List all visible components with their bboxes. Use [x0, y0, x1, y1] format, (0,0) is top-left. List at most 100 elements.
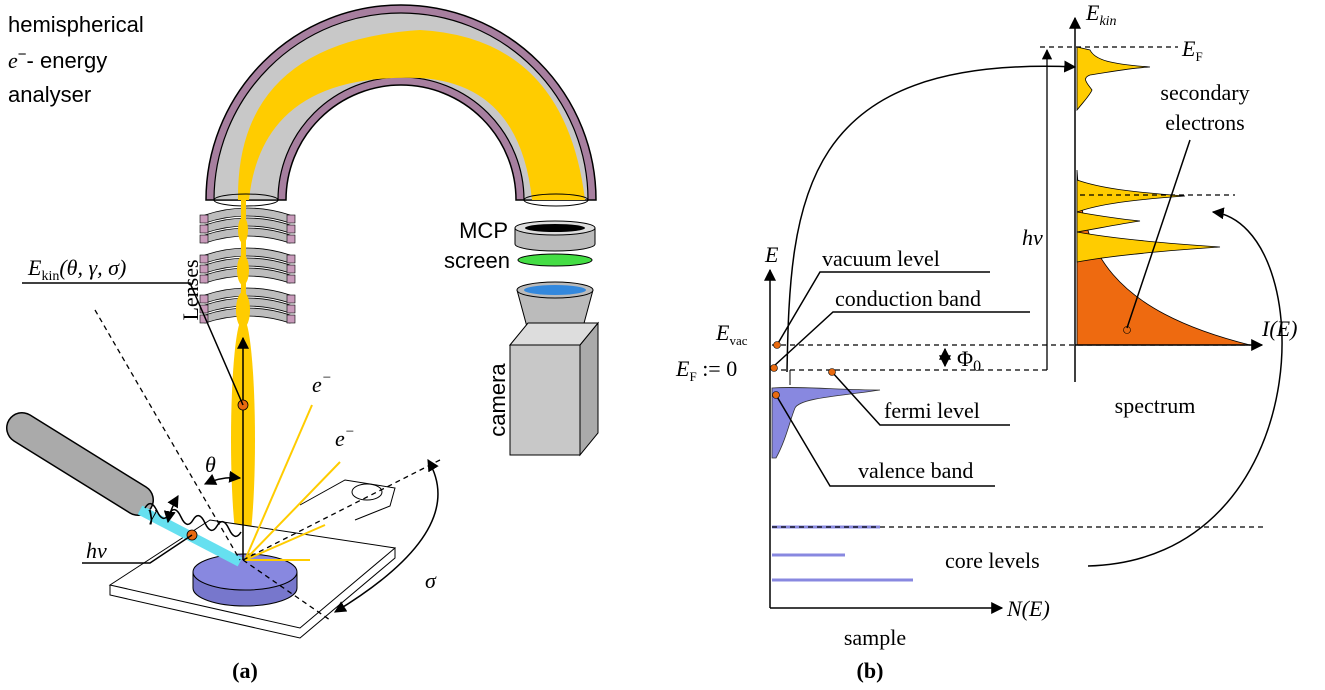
label-part: −	[345, 424, 355, 440]
panel-b: E vacuum level conduction band Evac EF :…	[675, 0, 1297, 683]
camera-body	[509, 344, 581, 456]
camera-top	[508, 322, 600, 346]
theta-arc	[203, 470, 242, 485]
label-part: E	[1085, 0, 1100, 25]
secondary-label: electrons	[1165, 110, 1244, 135]
lens-mount	[286, 254, 296, 264]
gamma-arc	[163, 494, 179, 524]
electron-ray	[244, 461, 341, 561]
lens-mount	[286, 264, 296, 274]
leader-line	[82, 534, 193, 564]
lens-mount	[286, 274, 296, 284]
valence-band-label: valence band	[858, 458, 973, 483]
camera-lens-glass	[524, 285, 586, 295]
label-part: (θ, γ, σ)	[59, 255, 126, 280]
electron-trajectory	[237, 30, 585, 200]
photon-label: hν	[1022, 225, 1043, 250]
analyser-label: analyser	[8, 82, 91, 107]
caption: (b)	[857, 658, 884, 683]
label-part: Φ	[957, 346, 973, 371]
point	[772, 391, 780, 399]
label-part: E	[675, 356, 690, 381]
label-part: 0	[973, 358, 981, 375]
sample-disk	[192, 553, 298, 591]
analyser-exit	[523, 193, 589, 207]
screen-label: screen	[444, 248, 510, 273]
label-part: e	[8, 48, 18, 73]
label-part: E	[1181, 36, 1196, 61]
caption: (a)	[232, 658, 258, 683]
camera-side	[579, 321, 599, 457]
lens-mount	[286, 314, 296, 324]
core-curve	[1087, 207, 1283, 567]
core-levels-label: core levels	[945, 548, 1040, 573]
mcp-hole	[525, 224, 585, 232]
conduction-band-label: conduction band	[835, 286, 981, 311]
lenses-label: Lenses	[178, 259, 203, 320]
label-part: e	[335, 426, 345, 451]
lens-mount	[286, 234, 296, 244]
secondary-label: secondary	[1160, 80, 1249, 105]
kinetic-axis-label: Ekin	[1085, 0, 1117, 29]
electron-ray	[244, 524, 326, 561]
kinetic-energy-label: Ekin(θ, γ, σ)	[27, 255, 126, 284]
fermi-top-label: EF	[1181, 36, 1203, 64]
upper-peaks	[1076, 46, 1151, 112]
sigma-label: σ	[425, 568, 437, 593]
leader-line	[1126, 139, 1191, 329]
lens-mount	[199, 294, 209, 304]
label-part: F	[689, 369, 696, 384]
stage-arm	[299, 479, 396, 521]
photon-wave	[144, 502, 242, 538]
label-part: vac	[729, 333, 747, 348]
label-part: kin	[41, 269, 59, 284]
panel-a: hemispherical e−- energy analyser MCP sc…	[6, 4, 600, 683]
vacuum-energy-label: Evac	[715, 320, 748, 348]
leader-line	[776, 271, 990, 346]
fermi-energy-label: EF := 0	[675, 356, 737, 384]
analyser-label: e−- energy	[8, 46, 107, 73]
label-part: kin	[1099, 14, 1116, 29]
point	[828, 368, 836, 376]
leader-line	[22, 282, 244, 406]
lens-mount	[286, 294, 296, 304]
lens-mount	[199, 304, 209, 314]
label-part: E	[715, 320, 730, 345]
label-part: −	[18, 46, 27, 63]
sigma-arc	[333, 458, 439, 613]
label-part: −	[322, 370, 332, 386]
camera-label: camera	[485, 363, 510, 437]
lens-focus	[238, 217, 248, 243]
point	[773, 341, 781, 349]
photon-label: hν	[86, 538, 107, 563]
lens-mount	[199, 214, 209, 224]
label-part: := 0	[697, 356, 738, 381]
vacuum-level-label: vacuum level	[822, 246, 940, 271]
analyser-label: hemispherical	[8, 12, 144, 37]
leader-line	[831, 371, 1010, 426]
lens-mount	[199, 264, 209, 274]
valence-band	[771, 387, 881, 459]
lens-mount	[199, 234, 209, 244]
label-part: F	[1195, 49, 1202, 64]
peak	[1076, 179, 1186, 213]
mcp-label: MCP	[459, 218, 508, 243]
lens-mount	[199, 224, 209, 234]
gamma-label: γ	[148, 500, 158, 525]
lens-focus	[237, 255, 249, 285]
energy-axis-label: E	[764, 242, 779, 267]
work-function-label: Φ0	[957, 346, 981, 375]
screen	[517, 253, 593, 267]
electron-ray	[244, 404, 313, 561]
intensity-axis-label: I(E)	[1261, 316, 1297, 341]
electron-label: e−	[312, 370, 332, 397]
spectrum-label: spectrum	[1115, 393, 1196, 418]
emission-curve	[786, 60, 1077, 373]
fermi-level-label: fermi level	[884, 398, 980, 423]
label-part: E	[27, 255, 42, 280]
peak	[1076, 231, 1221, 263]
leader-line	[773, 311, 1030, 367]
electron-label: e−	[335, 424, 355, 451]
lens-mount	[286, 304, 296, 314]
